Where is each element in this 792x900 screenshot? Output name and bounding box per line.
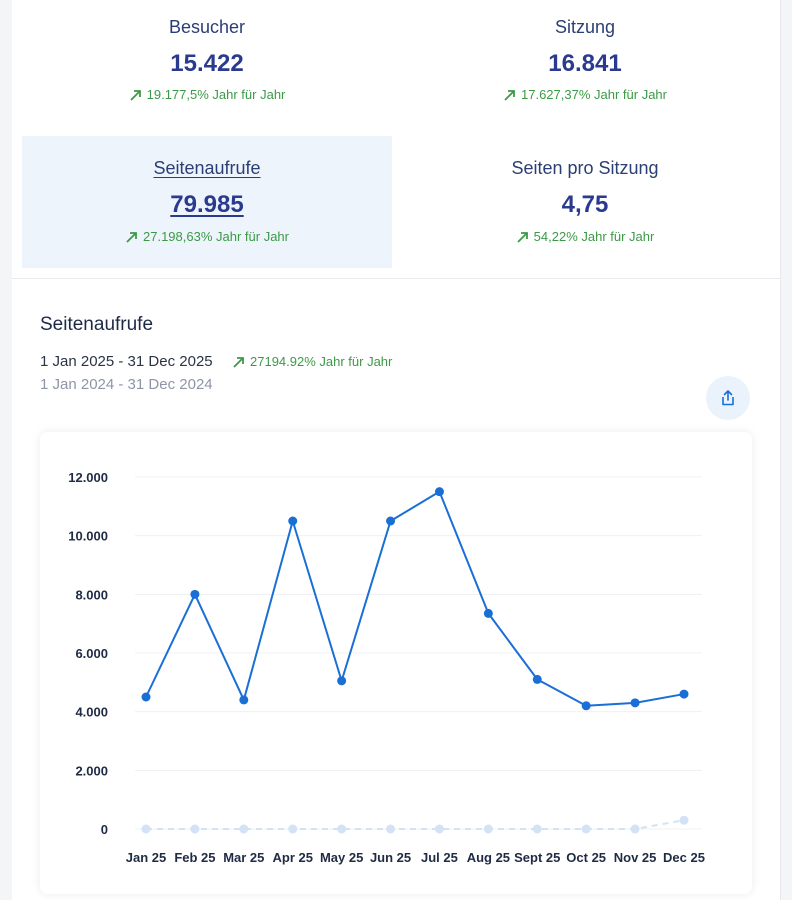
kpi-change: 17.627,37% Jahr für Jahr (400, 87, 770, 102)
y-tick-label: 0 (101, 822, 108, 837)
kpi-sitzung[interactable]: Sitzung 16.841 17.627,37% Jahr für Jahr (400, 0, 770, 132)
section-title: Seitenaufrufe (40, 314, 154, 335)
trend-up-icon (233, 356, 244, 368)
x-tick-label: Jun 25 (370, 850, 411, 865)
data-point-comparison[interactable] (190, 824, 200, 834)
data-point-primary[interactable] (434, 487, 444, 497)
range-change: 27194.92% Jahr für Jahr (232, 354, 392, 369)
data-point-primary[interactable] (337, 676, 347, 686)
data-point-primary[interactable] (630, 698, 640, 708)
data-point-primary[interactable] (483, 608, 493, 618)
divider (12, 278, 780, 279)
data-point-primary[interactable] (386, 516, 396, 526)
kpi-seitenaufrufe[interactable]: Seitenaufrufe 79.985 27.198,63% Jahr für… (22, 136, 392, 268)
trend-up-icon (126, 231, 137, 243)
share-button[interactable] (706, 376, 750, 420)
x-tick-label: Jul 25 (421, 850, 458, 865)
range-change-text: 27194.92% Jahr für Jahr (250, 354, 393, 369)
data-point-comparison[interactable] (630, 824, 640, 834)
data-point-comparison[interactable] (483, 824, 493, 834)
x-tick-label: Oct 25 (566, 850, 606, 865)
x-tick-label: Jan 25 (126, 850, 166, 865)
kpi-value: 4,75 (561, 191, 609, 218)
data-point-comparison[interactable] (141, 824, 151, 834)
data-point-comparison[interactable] (288, 824, 298, 834)
kpi-change-text: 27.198,63% Jahr für Jahr (143, 229, 289, 244)
kpi-value: 79.985 (170, 191, 244, 218)
series-line-comparison (146, 819, 685, 830)
kpi-label: Sitzung (554, 17, 616, 37)
kpi-besucher[interactable]: Besucher 15.422 19.177,5% Jahr für Jahr (22, 0, 392, 132)
data-point-primary[interactable] (679, 689, 689, 699)
data-point-primary[interactable] (190, 589, 200, 599)
data-point-comparison[interactable] (679, 815, 689, 825)
data-point-primary[interactable] (532, 674, 542, 684)
data-point-comparison[interactable] (239, 824, 249, 834)
data-point-primary[interactable] (141, 692, 151, 702)
chart-card: 0 2.000 4.000 6.000 8.000 10.000 12.000 Jan 25… (40, 432, 752, 894)
kpi-change-text: 54,22% Jahr für Jahr (533, 229, 655, 244)
data-point-comparison[interactable] (337, 824, 347, 834)
x-tick-label: Apr 25 (272, 850, 312, 865)
trend-up-icon (129, 89, 141, 101)
data-point-primary[interactable] (239, 695, 249, 705)
x-tick-label: May 25 (320, 850, 363, 865)
data-point-primary[interactable] (581, 701, 591, 711)
data-point-comparison[interactable] (434, 824, 444, 834)
scroll-rail (780, 0, 792, 900)
x-tick-label: Dec 25 (663, 850, 705, 865)
y-tick-label: 4.000 (75, 705, 108, 720)
data-point-comparison[interactable] (386, 824, 396, 834)
trend-up-icon (504, 89, 515, 101)
share-icon (722, 390, 734, 406)
current-date-range: 1 Jan 2025 - 31 Dec 2025 (40, 353, 213, 370)
page: Besucher 15.422 19.177,5% Jahr für Jahr … (12, 0, 780, 900)
y-tick-label: 2.000 (75, 763, 108, 778)
kpi-change-text: 19.177,5% Jahr für Jahr (146, 87, 286, 102)
kpi-value: 16.841 (548, 50, 622, 77)
y-tick-label: 8.000 (75, 587, 108, 602)
kpi-value: 15.422 (170, 50, 244, 77)
x-tick-label: Mar 25 (223, 850, 264, 865)
data-point-comparison[interactable] (581, 824, 591, 834)
line-chart: 0 2.000 4.000 6.000 8.000 10.000 12.000 Jan 25… (68, 470, 705, 865)
x-tick-label: Nov 25 (614, 850, 657, 865)
previous-date-range: 1 Jan 2024 - 31 Dec 2024 (40, 376, 213, 393)
y-tick-label: 6.000 (75, 646, 108, 661)
x-tick-label: Feb 25 (174, 850, 215, 865)
y-tick-label: 12.000 (68, 470, 108, 485)
trend-up-icon (517, 231, 528, 243)
kpi-label: Seitenaufrufe (153, 158, 261, 178)
data-point-comparison[interactable] (532, 824, 542, 834)
kpi-change-text: 17.627,37% Jahr für Jahr (521, 87, 667, 102)
series-line-primary (145, 490, 685, 707)
kpi-change: 27.198,63% Jahr für Jahr (22, 229, 392, 244)
kpi-seiten-pro-sitzung[interactable]: Seiten pro Sitzung 4,75 54,22% Jahr für … (400, 136, 770, 268)
kpi-label: Seiten pro Sitzung (511, 158, 659, 178)
data-point-primary[interactable] (288, 516, 298, 526)
kpi-change: 54,22% Jahr für Jahr (400, 229, 770, 244)
kpi-label: Besucher (168, 17, 246, 37)
kpi-change: 19.177,5% Jahr für Jahr (22, 87, 392, 102)
y-tick-label: 10.000 (68, 529, 108, 544)
x-tick-label: Aug 25 (467, 850, 510, 865)
x-tick-label: Sept 25 (514, 850, 560, 865)
